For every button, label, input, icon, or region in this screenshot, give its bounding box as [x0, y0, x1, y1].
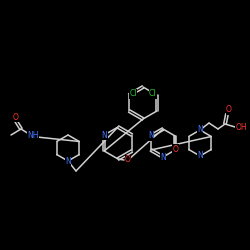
Text: O: O: [172, 144, 178, 154]
Text: N: N: [160, 152, 166, 162]
Text: O: O: [125, 156, 131, 164]
Text: O: O: [13, 112, 19, 122]
Text: N: N: [197, 126, 203, 134]
Text: N: N: [101, 130, 107, 140]
Text: O: O: [226, 106, 232, 114]
Text: N: N: [148, 132, 154, 140]
Text: N: N: [65, 156, 71, 166]
Text: Cl: Cl: [130, 90, 137, 98]
Text: NH: NH: [27, 132, 39, 140]
Text: N: N: [197, 152, 203, 160]
Text: OH: OH: [235, 122, 247, 132]
Text: Cl: Cl: [149, 90, 156, 98]
